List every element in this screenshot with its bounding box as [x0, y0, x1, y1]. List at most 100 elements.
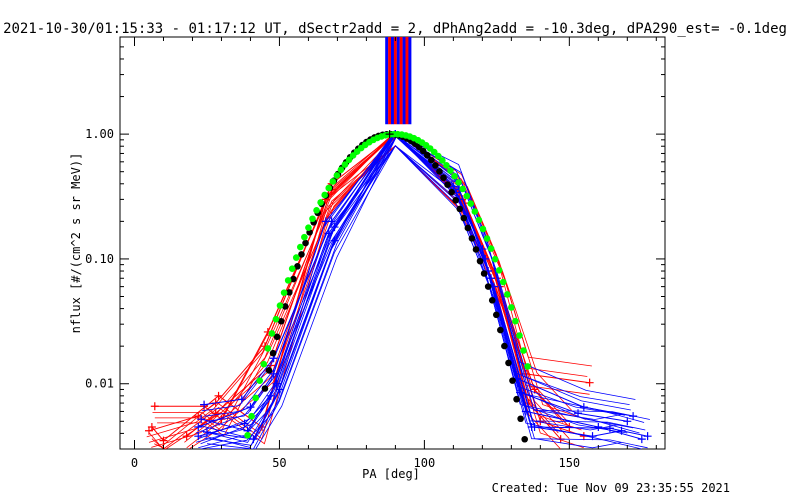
black-fit-dot [448, 188, 455, 196]
green-fit-dot [309, 215, 316, 223]
black-fit-dot [265, 367, 273, 374]
blue-series-bundle [201, 133, 631, 412]
green-fit-dot [337, 166, 345, 174]
green-fit-dot [483, 235, 491, 242]
black-fit-dot [444, 181, 451, 188]
green-fit-dot [341, 161, 349, 168]
green-fit-dot [455, 179, 462, 186]
green-fit-dot [272, 315, 280, 323]
blue-plus-marker [637, 435, 646, 444]
black-fit-dot [476, 257, 484, 265]
green-fit-dot [244, 432, 251, 439]
chart-title: 2021-10-30/01:15:33 - 01:17:12 UT, dSect… [3, 21, 787, 37]
black-fit-dot [261, 385, 269, 392]
blue-series-line [198, 133, 642, 440]
green-fit-dot [520, 347, 527, 354]
green-fit-dot [516, 332, 523, 339]
red-plus-marker [147, 423, 156, 432]
green-fit-dot [467, 200, 475, 207]
green-fit-dot [443, 162, 450, 169]
blue-plus-marker [327, 217, 336, 226]
blue-plus-marker [530, 423, 539, 432]
black-fit-dot [484, 283, 492, 290]
black-fit-dot [302, 239, 309, 247]
green-fit-dot [345, 156, 353, 164]
x-axis: 0 50 100 150 [131, 37, 657, 470]
blue-series-bundle [198, 133, 646, 438]
x-axis-label: PA [deg] [362, 467, 420, 481]
black-fit-dot [277, 317, 285, 325]
green-fit-dot [317, 199, 324, 206]
blue-plus-marker [275, 385, 284, 394]
y-tick-label: 0.01 [85, 377, 114, 391]
blue-plus-marker [200, 400, 209, 409]
green-fit-dot [463, 192, 471, 200]
red-plus-marker [214, 391, 223, 400]
blue-series-bundle [195, 133, 626, 434]
y-axis-label: nflux [#/(cm^2 s sr MeV)] [69, 153, 83, 334]
black-fit-dot [460, 214, 468, 222]
black-fit-dot [419, 147, 427, 155]
black-fit-dot [521, 435, 528, 443]
green-fit-dot [301, 233, 308, 241]
black-fit-dot [432, 162, 439, 169]
blue-series-line [201, 133, 648, 437]
black-fit-dot [501, 342, 508, 350]
blue-plus-marker [202, 428, 211, 437]
green-fit-dot [329, 178, 337, 185]
green-fit-dot [260, 360, 268, 368]
black-fit-dot [472, 246, 480, 253]
blue-plus-marker [249, 435, 258, 444]
black-fit-dot [294, 263, 301, 270]
black-fit-dot [492, 311, 500, 319]
green-fit-dot [435, 152, 442, 160]
black-fit-dot [513, 395, 520, 403]
red-plus-marker [585, 378, 594, 387]
red-plus-marker [159, 436, 168, 445]
blue-plus-marker [643, 432, 652, 441]
green-fit-dot [268, 330, 276, 337]
black-fit-dot [436, 168, 443, 175]
red-series-bundle [149, 133, 559, 448]
blue-plus-marker [330, 236, 339, 245]
red-series-line [154, 133, 570, 428]
data-group [144, 37, 652, 449]
green-fit-dot [487, 245, 495, 252]
black-fit-dot [480, 270, 488, 277]
green-fit-dot [292, 254, 300, 261]
green-fit-dot [248, 412, 255, 420]
green-fit-dot [503, 291, 511, 298]
blue-series-bundle [203, 133, 650, 448]
x-tick-label: 50 [272, 456, 286, 470]
x-tick-label: 0 [131, 456, 138, 470]
created-timestamp: Created: Tue Nov 09 23:35:55 2021 [492, 481, 730, 495]
green-fit-dot [288, 265, 296, 272]
green-fit-dot [264, 345, 272, 352]
red-plus-marker [150, 402, 159, 411]
blue-series-line [206, 133, 622, 440]
green-fit-dot [451, 172, 458, 180]
blue-series-bundle [198, 145, 628, 440]
green-fit-dot [471, 208, 479, 215]
green-fit-dot [495, 267, 503, 274]
black-fit-dot [497, 326, 504, 334]
green-fit-dot [491, 255, 499, 263]
blue-series-line [198, 133, 628, 428]
black-fit-dot [269, 349, 277, 357]
y-tick-label: 1.00 [85, 127, 114, 141]
green-fit-dot [284, 277, 292, 284]
blue-plus-marker [579, 403, 588, 412]
red-plus-marker [182, 432, 191, 441]
black-fit-dot [505, 359, 512, 367]
black-fit-dot [488, 297, 496, 304]
black-fit-dot [273, 333, 281, 341]
black-fit-dot [509, 377, 516, 384]
green-fit-dot [297, 243, 304, 251]
green-fit-dot [430, 148, 438, 156]
black-fit-dot [464, 224, 472, 232]
blue-plus-marker [194, 423, 203, 432]
green-fit-dot [508, 304, 515, 311]
green-fit-dot [276, 302, 284, 309]
blue-plus-marker [197, 415, 206, 424]
